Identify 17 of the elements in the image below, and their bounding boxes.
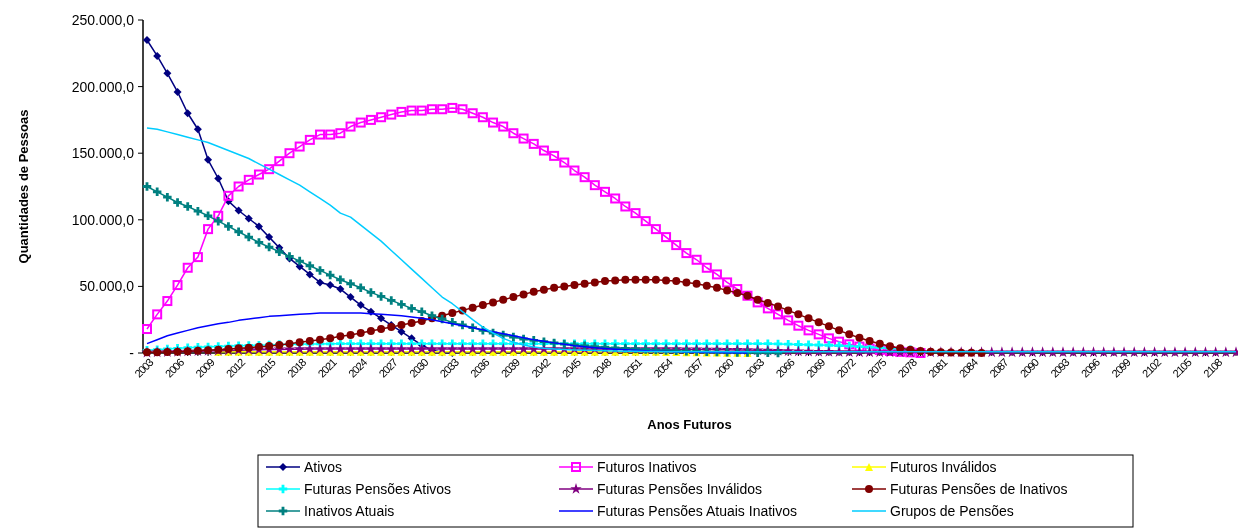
x-axis-title: Anos Futuros — [647, 417, 732, 432]
legend-label: Ativos — [304, 458, 343, 475]
y-tick-label: 150.000,0 — [71, 145, 135, 162]
legend-label: Futuras Pensões Atuais Inativos — [597, 502, 797, 519]
y-axis-title: Quantidades de Pessoas — [16, 109, 31, 264]
y-tick-label: 50.000,0 — [79, 278, 135, 295]
y-tick-label: - — [129, 344, 135, 361]
legend-label: Grupos de Pensões — [890, 502, 1014, 519]
legend-label: Futuros Inválidos — [890, 458, 997, 475]
legend-label: Futuras Pensões de Inativos — [890, 480, 1068, 497]
legend-label: Futuras Pensões Inválidos — [597, 480, 762, 497]
y-tick-label: 250.000,0 — [71, 11, 135, 28]
y-tick-label: 100.000,0 — [71, 211, 135, 228]
y-tick-label: 200.000,0 — [71, 78, 135, 95]
legend-label: Futuras Pensões Ativos — [304, 480, 452, 497]
legend-label: Futuros Inativos — [597, 458, 697, 475]
legend-label: Inativos Atuais — [304, 502, 395, 519]
